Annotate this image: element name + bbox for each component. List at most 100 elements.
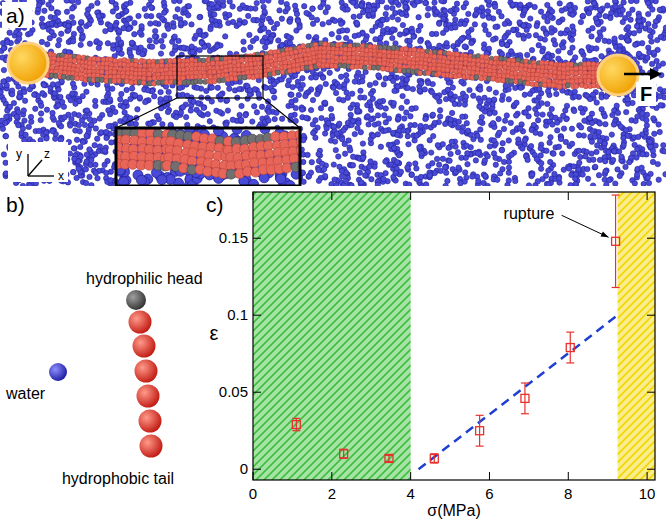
water-bead	[360, 141, 365, 146]
water-bead	[177, 0, 182, 4]
water-bead	[649, 61, 654, 66]
water-bead	[443, 183, 448, 188]
water-bead	[248, 45, 253, 50]
water-bead	[656, 177, 661, 182]
water-bead	[165, 109, 170, 114]
water-bead	[498, 171, 503, 176]
water-bead	[473, 158, 478, 163]
water-bead	[343, 178, 348, 183]
water-bead	[272, 116, 277, 121]
water-bead	[183, 114, 188, 119]
water-bead	[159, 38, 164, 43]
water-bead	[68, 123, 73, 128]
water-bead	[166, 89, 171, 94]
water-bead	[358, 88, 363, 93]
water-bead	[617, 173, 622, 178]
water-bead	[339, 0, 344, 5]
water-bead	[522, 138, 527, 143]
water-bead	[525, 52, 530, 57]
water-bead	[16, 123, 21, 128]
water-bead	[7, 30, 12, 35]
water-bead	[105, 41, 110, 46]
water-bead	[620, 19, 625, 24]
water-bead	[657, 129, 662, 134]
water-bead	[37, 128, 42, 133]
water-bead	[449, 139, 454, 144]
water-bead	[137, 30, 142, 35]
water-bead	[615, 110, 620, 115]
water-bead	[254, 110, 259, 115]
water-bead	[390, 35, 395, 40]
water-bead	[383, 106, 388, 111]
water-bead	[597, 30, 602, 35]
water-bead	[416, 15, 421, 20]
water-bead	[259, 104, 264, 109]
water-bead	[93, 98, 98, 103]
water-bead	[459, 36, 464, 41]
water-bead	[352, 33, 357, 38]
water-bead	[633, 118, 638, 123]
water-bead	[190, 49, 195, 54]
water-bead	[397, 32, 402, 37]
water-bead	[448, 151, 453, 156]
water-bead	[376, 121, 381, 126]
water-bead	[323, 81, 328, 86]
water-bead	[208, 26, 213, 31]
water-bead	[310, 6, 315, 11]
water-bead	[634, 172, 639, 177]
water-bead	[215, 85, 220, 90]
water-bead	[287, 19, 292, 24]
water-bead	[395, 17, 400, 22]
water-bead	[391, 100, 396, 105]
water-bead	[645, 0, 650, 5]
water-bead	[388, 0, 393, 3]
water-bead	[644, 118, 649, 123]
water-bead	[434, 156, 439, 161]
water-bead	[526, 33, 531, 38]
water-bead	[399, 105, 404, 110]
water-bead	[455, 150, 460, 155]
water-bead	[445, 178, 450, 183]
water-bead	[479, 115, 484, 120]
water-bead	[396, 116, 401, 121]
water-bead	[373, 80, 378, 85]
water-bead	[148, 0, 153, 3]
water-bead	[314, 17, 319, 22]
water-bead	[485, 9, 490, 14]
water-bead	[551, 151, 556, 156]
water-bead	[499, 41, 504, 46]
snapshot-panel: Fxyza)	[0, 0, 666, 191]
water-bead	[437, 43, 442, 48]
water-bead	[286, 34, 291, 39]
water-bead	[590, 26, 595, 31]
water-bead	[555, 128, 560, 133]
water-bead	[102, 162, 107, 167]
water-bead	[340, 28, 345, 33]
water-bead	[251, 17, 256, 22]
water-bead	[594, 149, 599, 154]
water-bead	[532, 4, 537, 9]
water-bead	[247, 32, 252, 37]
water-bead	[529, 47, 534, 52]
water-bead	[93, 103, 98, 108]
water-bead	[230, 4, 235, 9]
water-bead	[426, 6, 431, 11]
water-bead	[266, 30, 271, 35]
water-bead	[310, 122, 315, 127]
water-bead	[394, 0, 399, 5]
water-bead	[373, 37, 378, 42]
water-bead	[418, 123, 423, 128]
water-bead	[573, 55, 578, 60]
water-bead	[593, 16, 598, 21]
water-bead	[615, 167, 620, 172]
water-bead	[331, 162, 336, 167]
water-bead	[153, 39, 158, 44]
water-bead	[160, 44, 165, 49]
water-bead	[70, 91, 75, 96]
water-bead	[345, 7, 350, 12]
water-bead	[87, 41, 92, 46]
water-bead	[442, 8, 447, 13]
water-bead	[342, 151, 347, 156]
water-bead	[197, 47, 202, 52]
water-bead	[368, 107, 373, 112]
